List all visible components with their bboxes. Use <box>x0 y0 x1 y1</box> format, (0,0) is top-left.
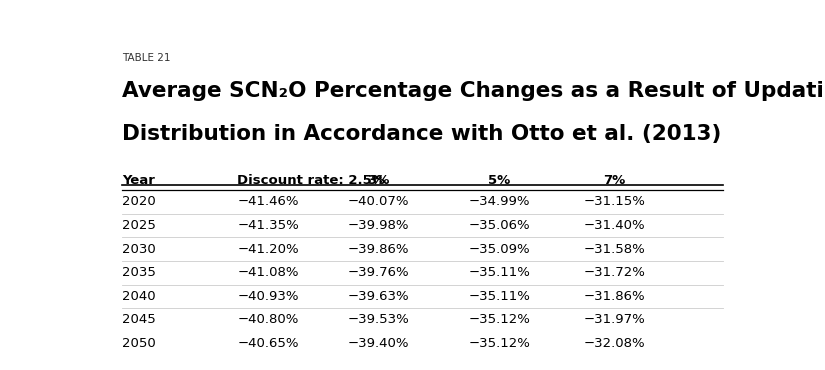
Text: −41.35%: −41.35% <box>238 219 299 232</box>
Text: −40.93%: −40.93% <box>238 290 299 303</box>
Text: 5%: 5% <box>488 174 511 187</box>
Text: 2030: 2030 <box>122 243 156 256</box>
Text: −40.07%: −40.07% <box>347 195 409 208</box>
Text: −31.86%: −31.86% <box>584 290 645 303</box>
Text: −41.46%: −41.46% <box>238 195 299 208</box>
Text: −40.80%: −40.80% <box>238 313 299 326</box>
Text: 2020: 2020 <box>122 195 156 208</box>
Text: 2045: 2045 <box>122 313 156 326</box>
Text: Average SCN₂O Percentage Changes as a Result of Updating ECS: Average SCN₂O Percentage Changes as a Re… <box>122 81 825 101</box>
Text: −41.20%: −41.20% <box>238 243 299 256</box>
Text: −31.58%: −31.58% <box>584 243 645 256</box>
Text: −40.65%: −40.65% <box>238 337 299 350</box>
Text: 2035: 2035 <box>122 266 156 279</box>
Text: 7%: 7% <box>604 174 625 187</box>
Text: −41.08%: −41.08% <box>238 266 299 279</box>
Text: −39.40%: −39.40% <box>347 337 409 350</box>
Text: Discount rate: 2.5%: Discount rate: 2.5% <box>238 174 385 187</box>
Text: −34.99%: −34.99% <box>469 195 530 208</box>
Text: −39.63%: −39.63% <box>347 290 409 303</box>
Text: −32.08%: −32.08% <box>584 337 645 350</box>
Text: −31.40%: −31.40% <box>584 219 645 232</box>
Text: Distribution in Accordance with Otto et al. (2013): Distribution in Accordance with Otto et … <box>122 124 722 144</box>
Text: 3%: 3% <box>367 174 389 187</box>
Text: −35.11%: −35.11% <box>469 266 530 279</box>
Text: −35.09%: −35.09% <box>469 243 530 256</box>
Text: −35.12%: −35.12% <box>469 313 530 326</box>
Text: −39.53%: −39.53% <box>347 313 409 326</box>
Text: −35.11%: −35.11% <box>469 290 530 303</box>
Text: 2025: 2025 <box>122 219 156 232</box>
Text: −31.72%: −31.72% <box>584 266 645 279</box>
Text: −31.97%: −31.97% <box>584 313 645 326</box>
Text: −39.98%: −39.98% <box>347 219 409 232</box>
Text: TABLE 21: TABLE 21 <box>122 53 171 63</box>
Text: 2050: 2050 <box>122 337 156 350</box>
Text: −35.12%: −35.12% <box>469 337 530 350</box>
Text: Year: Year <box>122 174 155 187</box>
Text: 2040: 2040 <box>122 290 156 303</box>
Text: −39.86%: −39.86% <box>347 243 409 256</box>
Text: −31.15%: −31.15% <box>584 195 645 208</box>
Text: −35.06%: −35.06% <box>469 219 530 232</box>
Text: −39.76%: −39.76% <box>347 266 409 279</box>
